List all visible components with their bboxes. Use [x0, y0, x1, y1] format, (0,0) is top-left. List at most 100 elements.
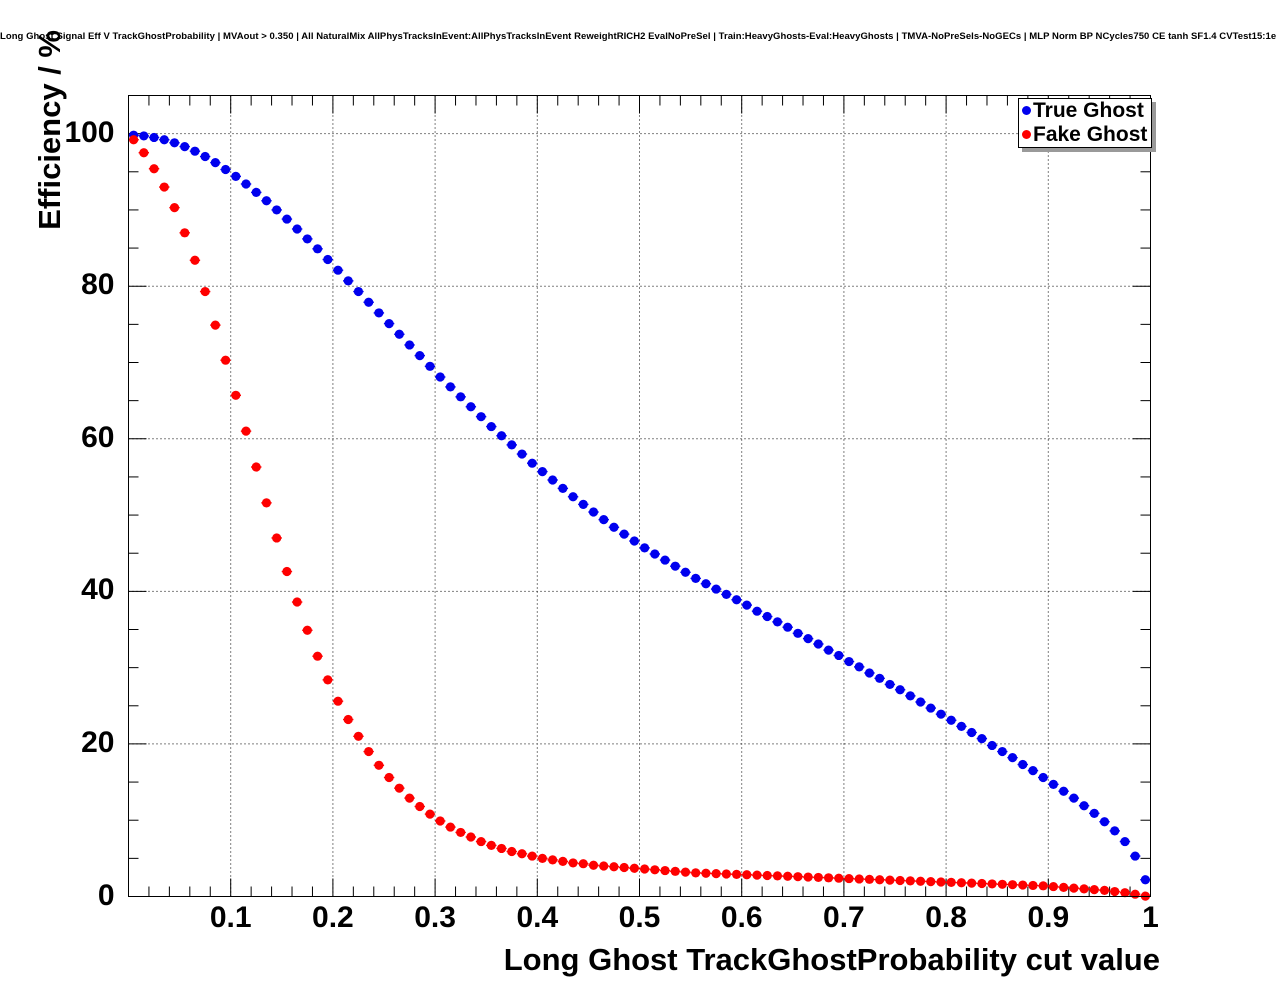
data-point	[1059, 786, 1069, 796]
data-point	[813, 872, 823, 883]
legend-marker-circle-icon	[1022, 130, 1031, 139]
data-point	[1120, 888, 1130, 898]
data-point	[353, 286, 364, 297]
data-point	[680, 567, 691, 577]
data-point	[415, 801, 425, 812]
data-point	[619, 862, 629, 873]
data-point	[967, 727, 977, 738]
data-point	[783, 622, 793, 632]
data-point	[1110, 886, 1120, 897]
data-point	[956, 721, 967, 731]
data-point	[364, 746, 374, 757]
data-point	[343, 276, 353, 286]
data-point	[1099, 885, 1110, 895]
data-point	[537, 853, 548, 863]
data-point	[517, 849, 527, 859]
data-point	[1110, 826, 1120, 836]
x-axis-title: Long Ghost TrackGhostProbability cut val…	[503, 942, 1160, 977]
data-point	[752, 606, 762, 616]
data-point	[793, 872, 803, 882]
data-point	[445, 382, 456, 392]
data-point	[885, 679, 895, 690]
data-point	[946, 877, 956, 887]
data-point	[987, 879, 997, 889]
data-point	[834, 873, 844, 883]
data-point	[1028, 766, 1038, 776]
data-point	[875, 673, 885, 683]
data-point	[180, 142, 190, 152]
data-point	[476, 412, 486, 422]
data-point	[823, 645, 834, 655]
data-point	[711, 584, 721, 594]
data-point	[854, 662, 864, 672]
data-point	[987, 740, 997, 751]
data-point	[496, 431, 507, 441]
data-point	[629, 863, 639, 873]
data-point	[578, 499, 588, 509]
data-point	[251, 187, 261, 197]
data-point	[333, 696, 343, 706]
data-point	[670, 866, 680, 876]
series-fake-ghost	[128, 135, 1151, 901]
data-point	[711, 869, 721, 879]
data-point	[527, 851, 537, 861]
data-point	[220, 355, 231, 365]
data-point	[169, 138, 180, 148]
data-point	[1048, 881, 1059, 892]
data-point	[762, 870, 772, 881]
data-point	[1059, 882, 1069, 892]
data-point	[343, 714, 353, 725]
data-point	[425, 361, 435, 371]
legend-item-fake-ghost[interactable]: Fake Ghost	[1022, 122, 1147, 147]
data-point	[609, 522, 619, 532]
data-point	[629, 536, 639, 546]
data-point	[466, 832, 476, 842]
data-point	[496, 843, 507, 854]
x-tick-label: 0.8	[925, 901, 967, 934]
data-point	[588, 507, 599, 517]
data-point	[783, 871, 793, 881]
data-point	[926, 877, 936, 887]
data-point	[588, 860, 599, 870]
data-point	[895, 685, 905, 695]
data-point	[742, 870, 752, 880]
data-point	[1018, 759, 1028, 770]
data-point	[813, 639, 823, 649]
legend-item-true-ghost[interactable]: True Ghost	[1022, 98, 1144, 123]
data-point	[864, 668, 875, 678]
data-point	[946, 715, 956, 725]
data-point	[926, 703, 936, 713]
data-point	[956, 878, 967, 888]
data-point	[190, 255, 200, 265]
data-point	[701, 579, 711, 589]
data-point	[486, 840, 496, 850]
chart-legend[interactable]: True Ghost Fake Ghost	[1018, 98, 1152, 148]
data-point	[772, 617, 783, 627]
data-point	[905, 876, 915, 886]
data-point	[936, 709, 946, 719]
data-point	[1048, 779, 1059, 789]
data-point	[231, 171, 241, 181]
data-point	[210, 158, 220, 168]
data-point	[241, 426, 251, 436]
x-tick-label: 0.9	[1027, 901, 1070, 934]
data-point	[578, 859, 588, 869]
data-point	[660, 865, 670, 876]
data-point	[149, 132, 159, 143]
y-axis-title: Efficiency / %	[32, 30, 67, 230]
data-point	[558, 483, 568, 493]
data-point	[844, 873, 854, 884]
data-point	[282, 566, 292, 577]
data-point	[231, 390, 241, 400]
data-point	[353, 731, 364, 741]
data-point	[997, 746, 1007, 757]
data-point	[599, 861, 609, 871]
data-point	[854, 874, 864, 884]
grid-lines	[128, 95, 1151, 897]
data-point	[149, 164, 159, 174]
data-point	[323, 254, 333, 265]
data-point	[292, 224, 302, 234]
data-point	[823, 873, 834, 883]
data-point	[261, 196, 272, 206]
